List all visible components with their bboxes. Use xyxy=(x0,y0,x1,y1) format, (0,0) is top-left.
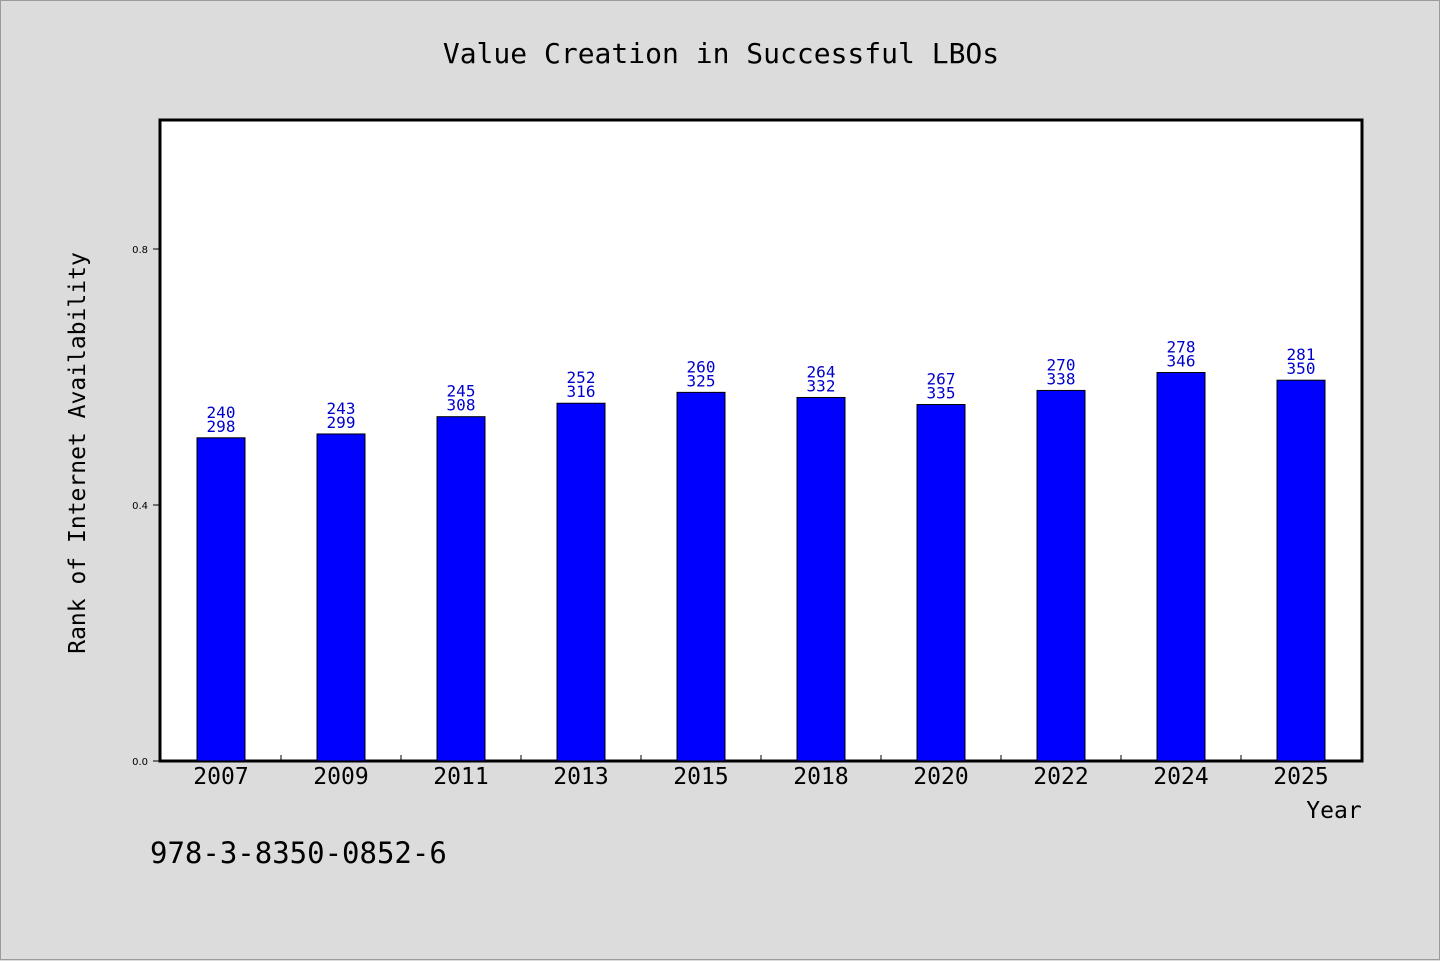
bar-label-top: 267 xyxy=(927,370,956,389)
bar-label-top: 281 xyxy=(1287,345,1316,364)
bar-label-top: 278 xyxy=(1167,338,1196,357)
x-axis-label: Year xyxy=(1306,798,1361,824)
x-tick-label: 2025 xyxy=(1273,764,1328,790)
x-tick-label: 2009 xyxy=(313,764,368,790)
x-tick-label: 2024 xyxy=(1153,764,1208,790)
x-tick-label: 2013 xyxy=(553,764,608,790)
bar xyxy=(196,437,246,762)
isbn-footer: 978-3-8350-0852-6 xyxy=(150,836,447,870)
bar xyxy=(1036,389,1086,762)
x-tick-label: 2020 xyxy=(913,764,968,790)
bar-series xyxy=(196,372,1326,762)
bar-label-top: 245 xyxy=(447,382,476,401)
bar xyxy=(796,396,846,762)
bar-label-top: 252 xyxy=(567,368,596,387)
y-tick-label: 0.0 xyxy=(132,757,148,768)
bar xyxy=(316,433,366,762)
bar-label-top: 240 xyxy=(207,403,236,422)
x-tick-label: 2015 xyxy=(673,764,728,790)
chart-title: Value Creation in Successful LBOs xyxy=(443,37,999,70)
x-axis: 2007 2009 2011 2013 2015 2018 2020 2022 2024 2025 xyxy=(193,755,1329,790)
bar-label-bottom: 346 xyxy=(1167,352,1196,371)
bar xyxy=(436,416,486,762)
bar-label-bottom: 332 xyxy=(807,376,836,395)
bar-label-bottom: 299 xyxy=(327,413,356,432)
bar-label-top: 243 xyxy=(327,399,356,418)
bar-label-bottom: 298 xyxy=(207,417,236,436)
bar xyxy=(1156,372,1206,762)
bar-label-top: 264 xyxy=(807,362,836,381)
y-tick-label: 0.4 xyxy=(132,501,148,512)
y-axis-label: Rank of Internet Availability xyxy=(65,252,91,654)
bar xyxy=(676,391,726,762)
x-tick-label: 2007 xyxy=(193,764,248,790)
bar-label-bottom: 316 xyxy=(567,382,596,401)
y-tick-label: 0.8 xyxy=(132,245,148,256)
bar-label-top: 270 xyxy=(1047,355,1076,374)
x-tick-label: 2018 xyxy=(793,764,848,790)
bar-label-bottom: 308 xyxy=(447,396,476,415)
bar-label-bottom: 335 xyxy=(927,384,956,403)
bar xyxy=(556,402,606,762)
bar-label-bottom: 325 xyxy=(687,371,716,390)
y-axis: 0.0 0.4 0.8 xyxy=(132,245,161,768)
x-tick-label: 2011 xyxy=(433,764,488,790)
bar-label-bottom: 350 xyxy=(1287,359,1316,378)
bar xyxy=(1276,379,1326,762)
bar xyxy=(916,404,966,762)
x-tick-label: 2022 xyxy=(1033,764,1088,790)
bar-label-top: 260 xyxy=(687,357,716,376)
bar-label-bottom: 338 xyxy=(1047,369,1076,388)
